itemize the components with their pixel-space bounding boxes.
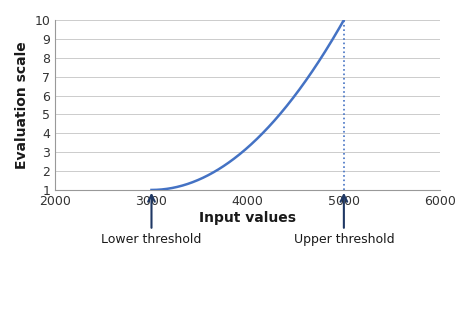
X-axis label: Input values: Input values (199, 211, 296, 225)
Text: Upper threshold: Upper threshold (293, 195, 394, 246)
Y-axis label: Evaluation scale: Evaluation scale (15, 41, 29, 169)
Text: Lower threshold: Lower threshold (101, 195, 202, 246)
